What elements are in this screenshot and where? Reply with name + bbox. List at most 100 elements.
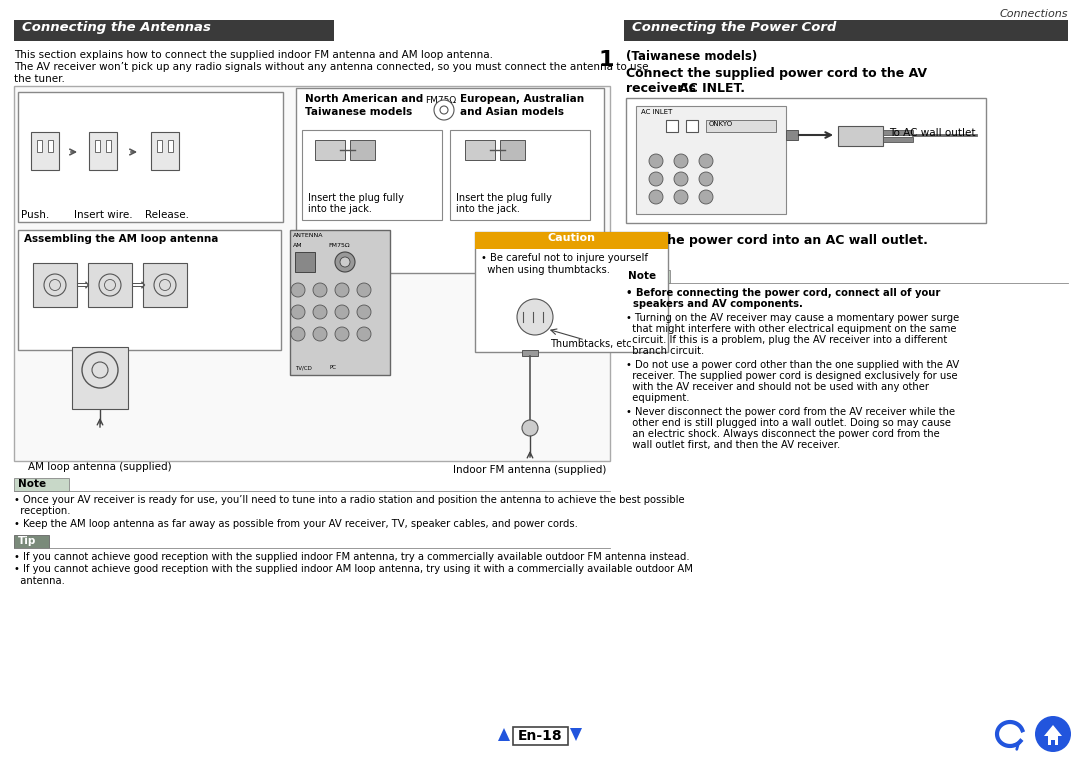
Circle shape <box>649 154 663 168</box>
Bar <box>838 126 883 146</box>
Circle shape <box>313 327 327 341</box>
Circle shape <box>1035 716 1071 752</box>
Bar <box>95 140 100 152</box>
Bar <box>450 130 590 220</box>
Text: PC: PC <box>330 365 337 370</box>
Text: ⇒: ⇒ <box>131 276 145 294</box>
Circle shape <box>340 257 350 267</box>
Bar <box>143 263 187 307</box>
Text: AC INLET: AC INLET <box>642 109 673 115</box>
Text: AM: AM <box>293 243 302 248</box>
Text: into the jack.: into the jack. <box>308 204 372 214</box>
Circle shape <box>313 283 327 297</box>
Bar <box>33 263 77 307</box>
Circle shape <box>674 154 688 168</box>
Text: Insert the plug fully: Insert the plug fully <box>456 193 552 203</box>
Text: Thumbtacks, etc.: Thumbtacks, etc. <box>550 339 635 349</box>
Circle shape <box>357 283 372 297</box>
Bar <box>87 263 132 307</box>
Bar <box>475 232 669 352</box>
Bar <box>37 140 42 152</box>
Bar <box>883 137 913 142</box>
Text: • If you cannot achieve good reception with the supplied indoor FM antenna, try : • If you cannot achieve good reception w… <box>14 552 690 562</box>
Bar <box>31 132 59 170</box>
Circle shape <box>335 252 355 272</box>
Bar <box>636 106 786 214</box>
Text: FM75Ω: FM75Ω <box>328 243 350 248</box>
Text: • Never disconnect the power cord from the AV receiver while the: • Never disconnect the power cord from t… <box>626 407 955 417</box>
Bar <box>157 140 162 152</box>
Text: branch circuit.: branch circuit. <box>626 346 704 356</box>
Bar <box>291 230 390 375</box>
Text: wall outlet first, and then the AV receiver.: wall outlet first, and then the AV recei… <box>626 440 840 450</box>
Text: that might interfere with other electrical equipment on the same: that might interfere with other electric… <box>626 324 957 334</box>
Text: TV/CD: TV/CD <box>295 365 312 370</box>
Text: ⇒: ⇒ <box>76 276 89 294</box>
Text: reception.: reception. <box>14 506 70 516</box>
Circle shape <box>357 327 372 341</box>
Bar <box>14 535 49 548</box>
Text: Plug the power cord into an AC wall outlet.: Plug the power cord into an AC wall outl… <box>626 234 928 247</box>
Bar <box>14 20 334 41</box>
Bar <box>666 120 678 132</box>
Text: Push.: Push. <box>21 210 49 220</box>
Text: and Asian models: and Asian models <box>460 107 564 117</box>
Polygon shape <box>1044 725 1062 736</box>
Bar <box>624 20 1068 41</box>
Bar <box>18 92 283 222</box>
Circle shape <box>649 190 663 204</box>
Text: North American and: North American and <box>305 94 423 104</box>
Text: • Turning on the AV receiver may cause a momentary power surge: • Turning on the AV receiver may cause a… <box>626 313 959 323</box>
Bar <box>1051 740 1055 745</box>
Circle shape <box>674 190 688 204</box>
Polygon shape <box>498 728 510 741</box>
Bar <box>295 252 315 272</box>
Text: Note: Note <box>627 271 657 281</box>
Circle shape <box>649 172 663 186</box>
Bar <box>72 347 129 409</box>
Circle shape <box>674 172 688 186</box>
Circle shape <box>313 305 327 319</box>
Bar <box>475 232 669 249</box>
Text: equipment.: equipment. <box>626 393 689 403</box>
Text: Insert wire.: Insert wire. <box>73 210 133 220</box>
Circle shape <box>335 305 349 319</box>
Bar <box>14 86 610 461</box>
Text: European, Australian: European, Australian <box>460 94 584 104</box>
Text: AM loop antenna (supplied): AM loop antenna (supplied) <box>28 462 172 472</box>
Bar <box>350 140 375 160</box>
Bar <box>500 140 525 160</box>
Text: 1: 1 <box>598 50 615 70</box>
Text: when using thumbtacks.: when using thumbtacks. <box>481 265 610 275</box>
Text: En-18: En-18 <box>517 729 563 743</box>
Text: receiver. The supplied power cord is designed exclusively for use: receiver. The supplied power cord is des… <box>626 371 958 381</box>
Bar <box>522 350 538 356</box>
Circle shape <box>517 299 553 335</box>
Text: Release.: Release. <box>145 210 189 220</box>
Text: antenna.: antenna. <box>14 576 65 586</box>
Text: • Once your AV receiver is ready for use, you’ll need to tune into a radio stati: • Once your AV receiver is ready for use… <box>14 495 685 505</box>
Circle shape <box>522 420 538 436</box>
Bar <box>513 727 568 745</box>
Text: Assembling the AM loop antenna: Assembling the AM loop antenna <box>24 234 218 244</box>
Bar <box>706 120 777 132</box>
Text: This section explains how to connect the supplied indoor FM antenna and AM loop : This section explains how to connect the… <box>14 50 492 60</box>
Text: Insert the plug fully: Insert the plug fully <box>308 193 404 203</box>
Text: Note: Note <box>18 479 46 489</box>
Text: other end is still plugged into a wall outlet. Doing so may cause: other end is still plugged into a wall o… <box>626 418 951 428</box>
Text: Caution: Caution <box>548 233 595 243</box>
Circle shape <box>699 190 713 204</box>
Bar <box>48 140 53 152</box>
Bar <box>786 130 798 140</box>
Polygon shape <box>570 728 582 741</box>
Text: ANTENNA: ANTENNA <box>293 233 324 238</box>
Text: • Keep the AM loop antenna as far away as possible from your AV receiver, TV, sp: • Keep the AM loop antenna as far away a… <box>14 519 578 529</box>
Bar <box>686 120 698 132</box>
Bar <box>89 132 117 170</box>
Bar <box>315 140 345 160</box>
Circle shape <box>699 154 713 168</box>
Text: • If you cannot achieve good reception with the supplied indoor AM loop antenna,: • If you cannot achieve good reception w… <box>14 564 693 574</box>
Bar <box>296 88 604 273</box>
Bar <box>302 130 442 220</box>
Circle shape <box>291 283 305 297</box>
